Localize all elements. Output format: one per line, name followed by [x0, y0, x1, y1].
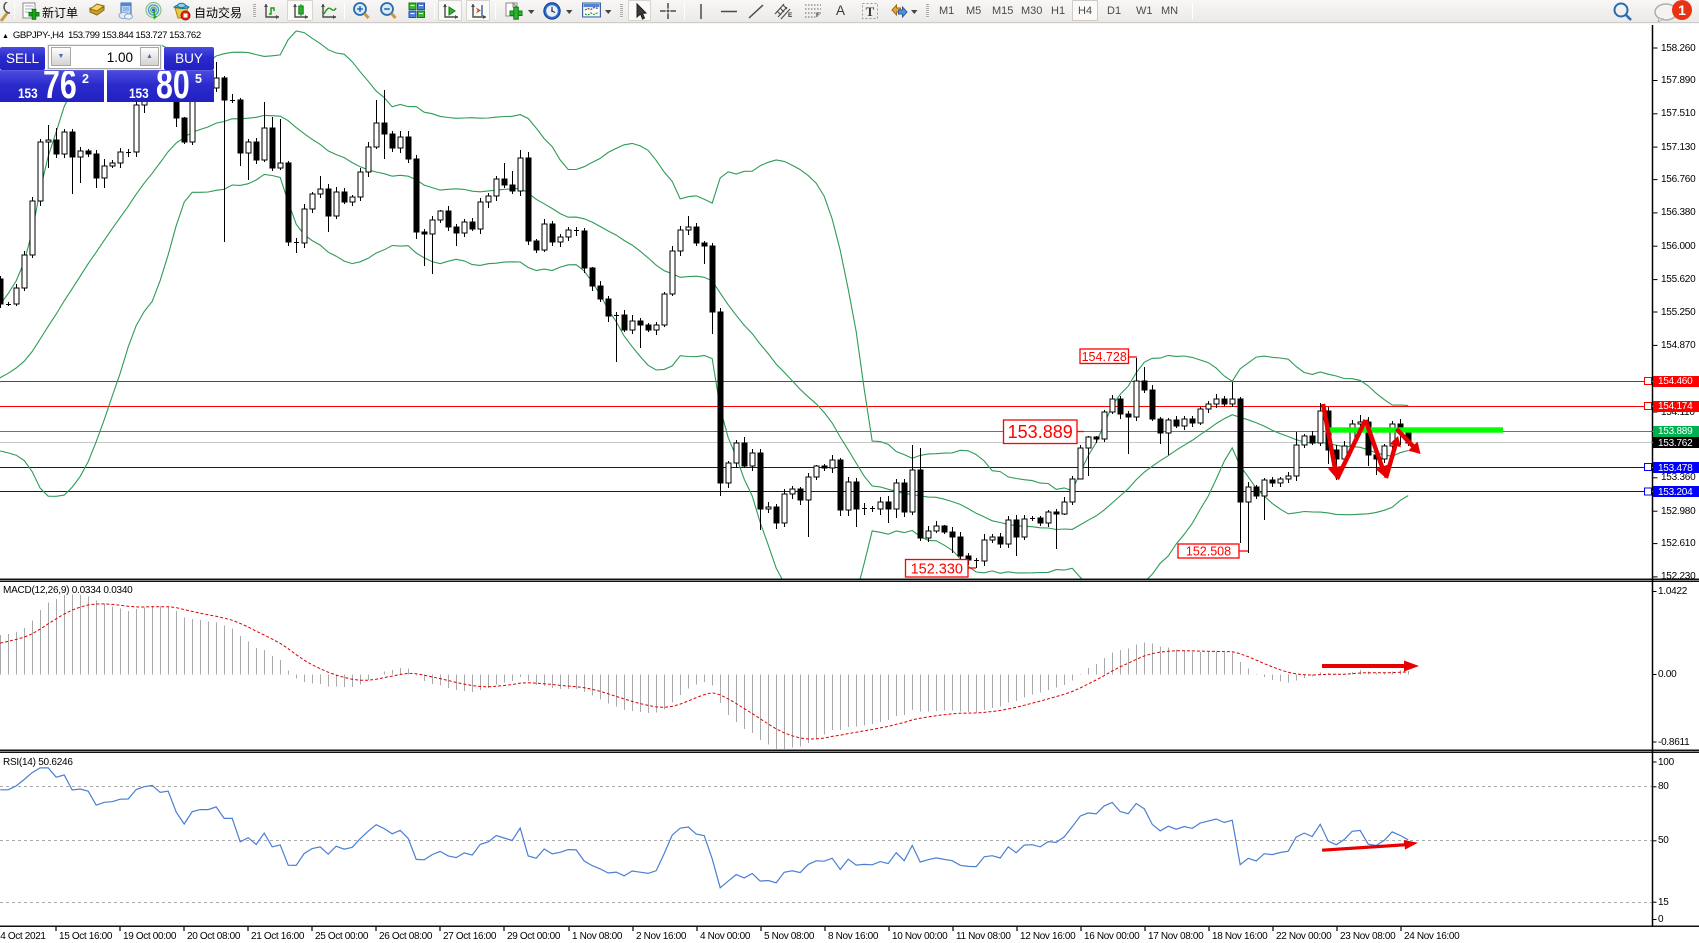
svg-text:153.889: 153.889: [1008, 422, 1073, 442]
svg-text:152.508: 152.508: [1186, 545, 1231, 559]
svg-text:1: 1: [1678, 2, 1686, 18]
svg-text:T: T: [866, 4, 875, 19]
svg-text:152.330: 152.330: [911, 562, 963, 578]
svg-text:154.728: 154.728: [1082, 350, 1127, 364]
